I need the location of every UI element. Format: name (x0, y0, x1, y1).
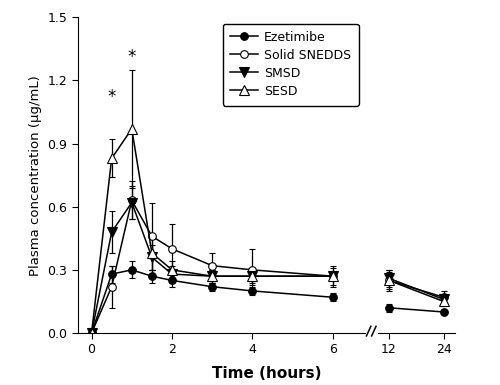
Legend: Ezetimibe, Solid SNEDDS, SMSD, SESD: Ezetimibe, Solid SNEDDS, SMSD, SESD (223, 23, 359, 105)
Text: *: * (128, 48, 136, 66)
Text: *: * (108, 88, 116, 106)
Text: Time (hours): Time (hours) (212, 366, 321, 381)
Y-axis label: Plasma concentration (μg/mL): Plasma concentration (μg/mL) (28, 75, 42, 276)
